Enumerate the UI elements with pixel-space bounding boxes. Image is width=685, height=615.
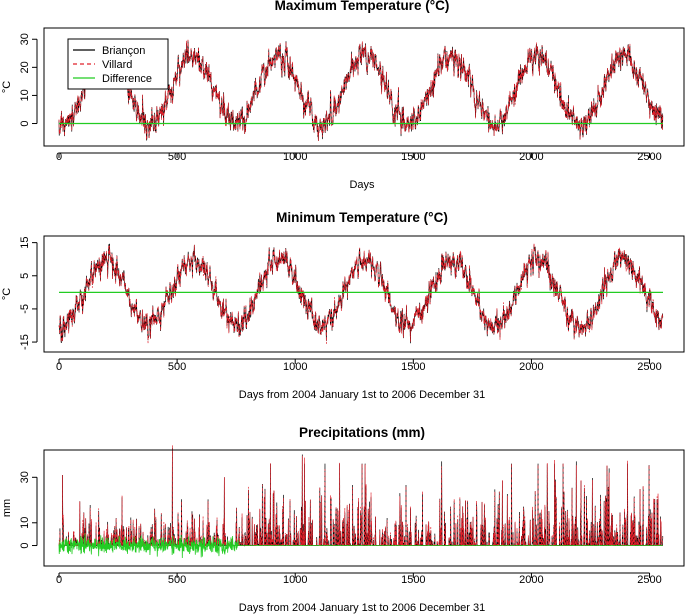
chart-title-precip: Precipitations (mm) [299,425,425,440]
x-tick-label-min: 500 [168,361,186,373]
series-line-difference [58,533,663,558]
panel-precipitations: Precipitations (mm) 0 500 1000 1500 2000 2500… [1,425,685,614]
x-tick-label-precip: 2500 [637,574,661,586]
y-tick-label-max: 10 [19,89,31,101]
plot-frame-min [43,235,685,353]
y-tick-label-min: -5 [19,304,31,314]
x-tick-label-precip: 2000 [519,574,543,586]
x-axis-label-max: Days [349,179,375,191]
x-tick-label-max: 0 [56,151,62,163]
x-tick-label-max: 2500 [637,151,661,163]
legend-label-briancon: Briançon [102,45,145,57]
plot-frame-precip [43,449,685,567]
panel-min-temperature: Minimum Temperature (°C) 0 500 1000 1500 200… [1,210,685,401]
y-tick-label-max: 0 [19,120,31,126]
x-tick-label-max: 500 [168,151,186,163]
y-axis-label-min: °C [1,288,13,300]
chart-title-min: Minimum Temperature (°C) [276,210,448,225]
x-tick-label-max: 2000 [519,151,543,163]
series-line-villard [58,39,664,141]
plot-area-precip [43,445,685,567]
x-tick-label-min: 2000 [519,361,543,373]
x-tick-label-min: 0 [56,361,62,373]
legend-label-difference: Difference [102,73,152,85]
x-tick-label-min: 1000 [283,361,307,373]
y-axis-label-max: °C [1,81,13,93]
series-line-villard [58,445,664,547]
y-tick-label-min: 5 [19,273,31,279]
plot-frame-max [43,27,685,147]
legend-label-villard: Villard [102,59,132,71]
x-axis-label-precip: Days from 2004 January 1st to 2006 Decem… [239,602,485,614]
x-tick-label-precip: 500 [168,574,186,586]
x-tick-label-max: 1500 [401,151,425,163]
y-tick-label-precip: 10 [19,517,31,529]
legend-box [67,38,169,90]
x-tick-label-precip: 1000 [283,574,307,586]
x-tick-label-precip: 0 [56,574,62,586]
series-line-villard [58,242,664,344]
x-tick-label-max: 1000 [283,151,307,163]
plot-area-max [43,27,685,147]
y-tick-label-precip: 30 [19,471,31,483]
y-tick-label-precip: 0 [19,542,31,548]
y-axis-label-precip: mm [1,499,13,517]
legend: Briançon Villard Difference [67,38,169,90]
x-tick-label-precip: 1500 [401,574,425,586]
y-tick-label-min: 15 [19,237,31,249]
chart-title-max: Maximum Temperature (°C) [275,0,450,13]
y-tick-label-min: -15 [19,334,31,350]
x-tick-label-min: 1500 [401,361,425,373]
x-tick-label-min: 2500 [637,361,661,373]
panel-max-temperature: Maximum Temperature (°C) 0 500 1000 1500 200… [1,0,685,191]
x-axis-label-min: Days from 2004 January 1st to 2006 Decem… [239,389,485,401]
plot-area-min [43,235,685,353]
y-tick-label-max: 20 [19,61,31,73]
y-tick-label-max: 30 [19,33,31,45]
